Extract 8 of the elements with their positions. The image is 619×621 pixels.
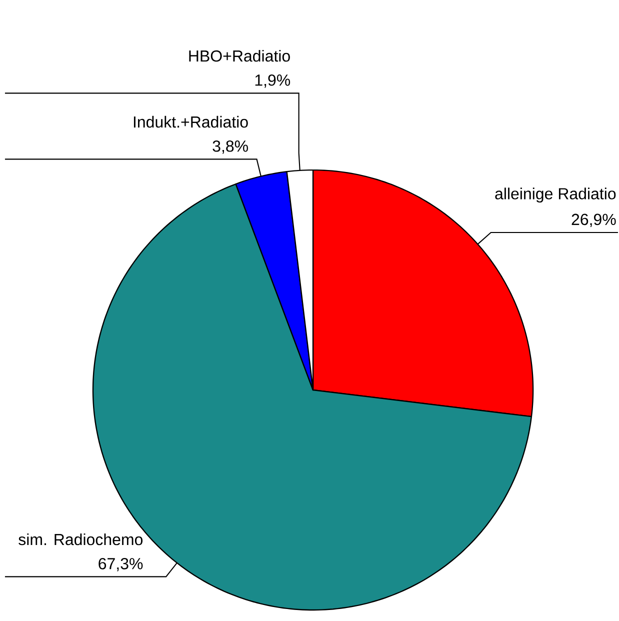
data-label: 3,8% [212,140,248,154]
data-label: 1,9% [256,74,290,88]
slice-label: sim. Radiochemo [18,533,143,546]
data-label: 67,3% [98,558,143,572]
slice-label: alleinige Radiatio [495,188,616,203]
slice-label: HBO+Radiatio [189,50,290,62]
data-label: 26,9% [572,214,616,228]
slice-label: Indukt.+Radiatio [134,116,248,128]
